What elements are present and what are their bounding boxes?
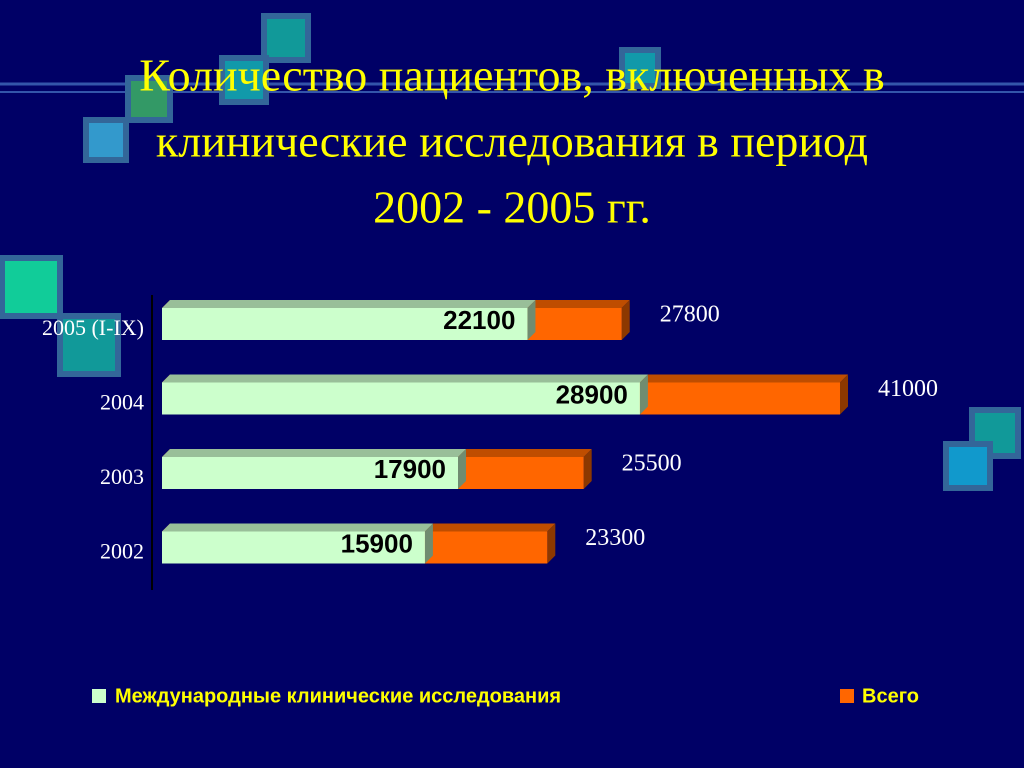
category-label: 2003 (100, 464, 144, 489)
legend-label: Международные клинические исследования (115, 685, 561, 707)
bar-front (162, 457, 459, 489)
decoration (0, 13, 1024, 491)
bar-front (162, 382, 640, 415)
international-bar (162, 449, 467, 489)
bar-side (840, 374, 848, 415)
bar-side (583, 449, 592, 489)
bar-side (424, 523, 433, 564)
bar-front (162, 308, 528, 340)
value-label: 17900 (374, 454, 446, 484)
international-bar (162, 374, 648, 415)
title-line: 2002 - 2005 гг. (373, 182, 651, 233)
category-label: 2005 (I-IX) (42, 315, 144, 340)
value-label: 25500 (622, 451, 682, 477)
international-bar (162, 523, 433, 564)
bar-top (162, 523, 433, 532)
value-label: 23300 (585, 525, 645, 551)
legend-swatch (92, 689, 106, 703)
value-label: 15900 (341, 528, 413, 558)
bar-front (162, 531, 425, 564)
legend-swatch (840, 689, 854, 703)
value-label: 27800 (660, 302, 720, 328)
bar-side (621, 300, 630, 340)
bar-top (162, 449, 467, 457)
legend-label: Всего (862, 685, 919, 707)
category-label: 2004 (100, 390, 144, 415)
bar-side (458, 449, 467, 489)
bar-side (527, 300, 536, 340)
title-line: клинические исследования в период (156, 116, 868, 167)
value-label: 41000 (878, 376, 938, 402)
value-label: 22100 (443, 305, 515, 335)
bar-top (162, 300, 536, 308)
bar-top (162, 374, 648, 383)
value-label: 28900 (556, 379, 628, 409)
bar-side (639, 374, 648, 415)
title-line: Количество пациентов, включенных в (139, 50, 885, 101)
international-bar (162, 300, 536, 340)
bar-side (547, 523, 556, 564)
category-label: 2002 (100, 539, 144, 564)
